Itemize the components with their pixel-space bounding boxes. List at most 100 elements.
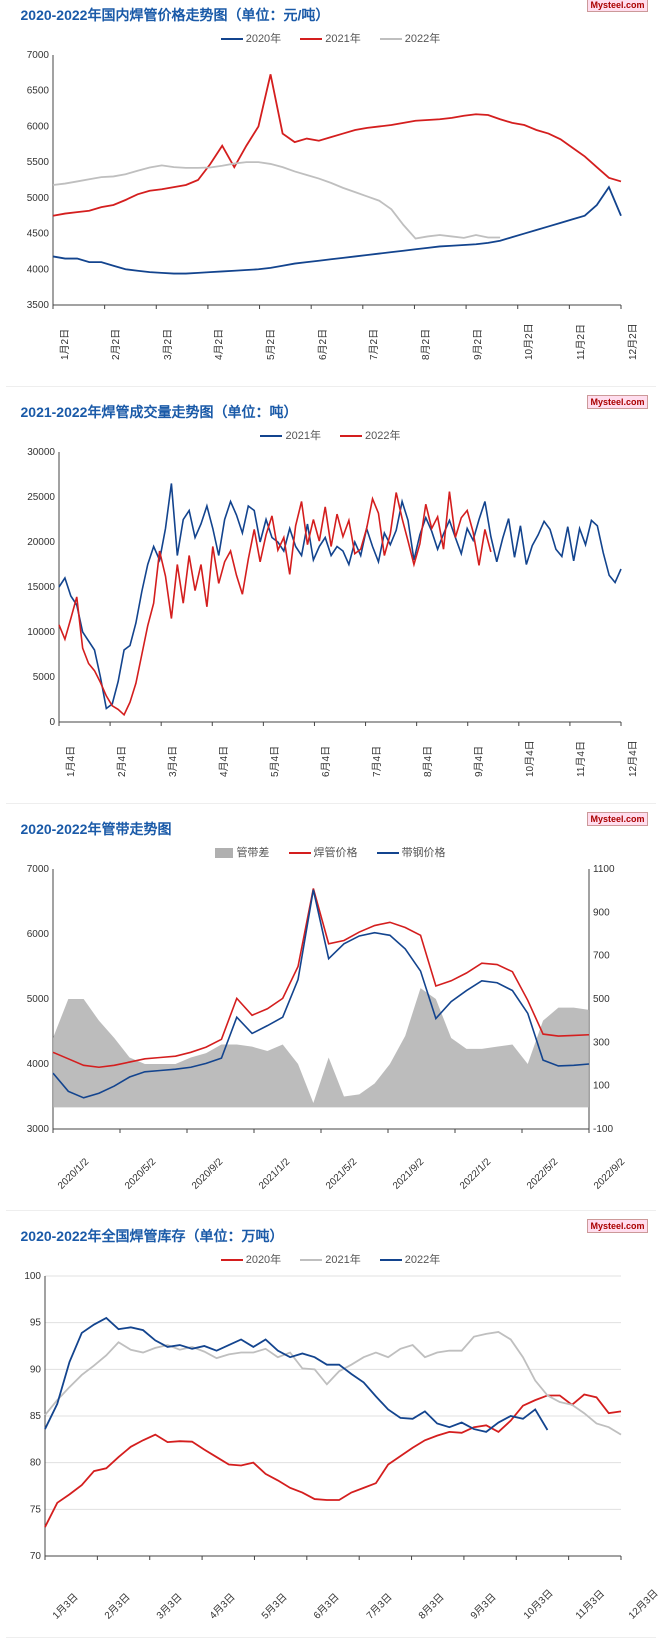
- svg-text:6000: 6000: [26, 929, 49, 940]
- svg-text:80: 80: [29, 1458, 41, 1469]
- svg-text:1100: 1100: [593, 864, 615, 875]
- chart-3-spread: 2020-2022年管带走势图 Mysteel.com 管带差 焊管价格 带钢价…: [6, 814, 656, 1211]
- x-tick-label: 12月3日: [624, 1585, 661, 1622]
- x-tick-label: 2月4日: [113, 746, 128, 777]
- svg-text:20000: 20000: [27, 537, 55, 548]
- svg-text:95: 95: [29, 1318, 41, 1329]
- svg-text:100: 100: [593, 1081, 610, 1092]
- x-tick-label: 1月2日: [56, 329, 71, 360]
- watermark: Mysteel.com: [587, 812, 647, 826]
- svg-text:5500: 5500: [26, 157, 49, 168]
- legend-swatch: [300, 38, 322, 40]
- svg-text:75: 75: [29, 1504, 41, 1515]
- chart-4-title: 2020-2022年全国焊管库存（单位：万吨）: [11, 1226, 651, 1246]
- svg-text:500: 500: [593, 994, 610, 1005]
- x-tick-label: 9月4日: [470, 746, 485, 777]
- legend-label: 2022年: [365, 430, 400, 442]
- legend-swatch: [221, 1259, 243, 1261]
- x-tick-label: 1月3日: [48, 1589, 81, 1622]
- svg-text:7000: 7000: [26, 50, 49, 61]
- x-tick-label: 2021/9/2: [391, 1156, 426, 1191]
- chart-1-legend: 2020年 2021年 2022年: [11, 30, 651, 46]
- legend-label: 2022年: [405, 33, 440, 45]
- x-tick-label: 8月3日: [414, 1589, 447, 1622]
- x-tick-label: 4月4日: [215, 746, 230, 777]
- svg-text:300: 300: [593, 1037, 610, 1048]
- x-tick-label: 2022/1/2: [458, 1156, 493, 1191]
- x-tick-label: 2020/5/2: [123, 1156, 158, 1191]
- x-tick-label: 2020/1/2: [56, 1156, 91, 1191]
- x-tick-label: 11月4日: [572, 741, 587, 777]
- svg-text:90: 90: [29, 1364, 41, 1375]
- x-tick-label: 4月3日: [205, 1589, 238, 1622]
- legend-swatch: [260, 435, 282, 437]
- x-tick-label: 12月2日: [624, 323, 639, 360]
- x-tick-label: 7月2日: [365, 329, 380, 360]
- x-tick-label: 2021/1/2: [257, 1156, 292, 1191]
- x-tick-label: 2月3日: [100, 1589, 133, 1622]
- legend-label: 2020年: [246, 1254, 281, 1266]
- x-tick-label: 3月2日: [159, 329, 174, 360]
- chart-4-inventory: 2020-2022年全国焊管库存（单位：万吨） Mysteel.com 2020…: [6, 1221, 656, 1638]
- svg-text:-100: -100: [593, 1124, 613, 1134]
- legend-swatch: [380, 1259, 402, 1261]
- watermark: Mysteel.com: [587, 395, 647, 409]
- svg-text:900: 900: [593, 907, 610, 918]
- x-tick-label: 3月3日: [152, 1589, 185, 1622]
- legend-swatch: [289, 852, 311, 854]
- x-tick-label: 9月3日: [466, 1589, 499, 1622]
- svg-text:3500: 3500: [26, 300, 49, 310]
- svg-text:30000: 30000: [27, 447, 55, 458]
- x-tick-label: 5月3日: [257, 1589, 290, 1622]
- svg-text:4000: 4000: [26, 264, 49, 275]
- legend-swatch: [340, 435, 362, 437]
- x-tick-label: 10月2日: [520, 323, 535, 360]
- svg-text:5000: 5000: [26, 193, 49, 204]
- chart-2-plot: 050001000015000200002500030000 1月4日2月4日3…: [11, 447, 651, 783]
- x-tick-label: 5月2日: [262, 329, 277, 360]
- legend-label: 2021年: [325, 33, 360, 45]
- x-tick-label: 7月3日: [362, 1589, 395, 1622]
- svg-text:85: 85: [29, 1411, 41, 1422]
- x-tick-label: 6月4日: [317, 746, 332, 777]
- legend-swatch: [377, 852, 399, 854]
- x-tick-label: 3月4日: [164, 746, 179, 777]
- svg-text:7000: 7000: [26, 864, 49, 875]
- chart-3-legend: 管带差 焊管价格 带钢价格: [11, 844, 651, 860]
- chart-3-title: 2020-2022年管带走势图: [11, 819, 651, 839]
- legend-swatch: [300, 1259, 322, 1261]
- x-tick-label: 2022/5/2: [525, 1156, 560, 1191]
- svg-text:0: 0: [49, 717, 55, 727]
- legend-label: 2022年: [405, 1254, 440, 1266]
- chart-2-volume: 2021-2022年焊管成交量走势图（单位：吨） Mysteel.com 202…: [6, 397, 656, 804]
- x-tick-label: 4月2日: [210, 329, 225, 360]
- svg-text:6000: 6000: [26, 121, 49, 132]
- x-tick-label: 10月4日: [521, 740, 536, 777]
- chart-1-price: 2020-2022年国内焊管价格走势图（单位：元/吨） Mysteel.com …: [6, 0, 656, 387]
- chart-1-title: 2020-2022年国内焊管价格走势图（单位：元/吨）: [11, 5, 651, 25]
- x-tick-label: 6月2日: [314, 329, 329, 360]
- svg-text:700: 700: [593, 951, 610, 962]
- x-tick-label: 5月4日: [266, 746, 281, 777]
- x-tick-label: 11月3日: [571, 1586, 607, 1622]
- x-tick-label: 6月3日: [309, 1589, 342, 1622]
- svg-text:5000: 5000: [26, 994, 49, 1005]
- svg-text:5000: 5000: [32, 672, 55, 683]
- x-tick-label: 10月3日: [519, 1585, 556, 1622]
- chart-3-plot: 30004000500060007000-1001003005007009001…: [11, 864, 651, 1190]
- legend-label: 带钢价格: [402, 847, 446, 859]
- legend-swatch: [221, 38, 243, 40]
- x-tick-label: 1月4日: [62, 746, 77, 777]
- svg-text:4500: 4500: [26, 229, 49, 240]
- watermark: Mysteel.com: [587, 0, 647, 12]
- svg-text:15000: 15000: [27, 582, 55, 593]
- legend-label: 2020年: [246, 33, 281, 45]
- chart-1-plot: 35004000450050005500600065007000 1月2日2月2…: [11, 50, 651, 366]
- svg-text:4000: 4000: [26, 1059, 49, 1070]
- x-tick-label: 11月2日: [572, 324, 587, 360]
- x-tick-label: 2020/9/2: [190, 1156, 225, 1191]
- x-tick-label: 8月4日: [419, 746, 434, 777]
- svg-text:6500: 6500: [26, 86, 49, 97]
- legend-swatch: [380, 38, 402, 40]
- watermark: Mysteel.com: [587, 1219, 647, 1233]
